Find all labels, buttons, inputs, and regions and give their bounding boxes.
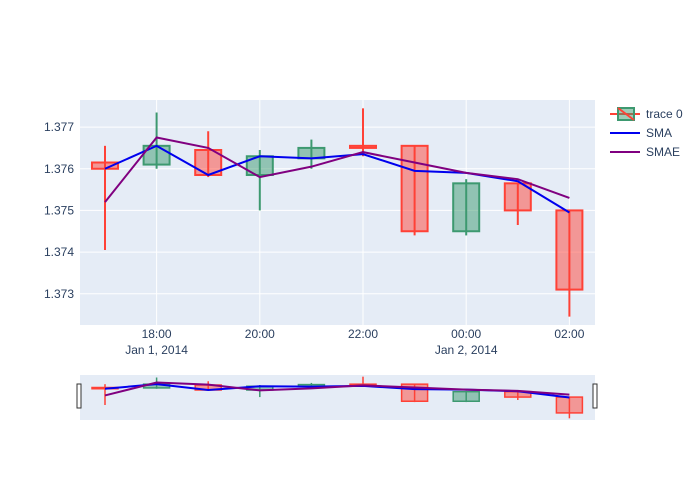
x-tick-label: 00:00 bbox=[451, 327, 481, 341]
legend-trace0-slash bbox=[617, 107, 635, 121]
candle-body bbox=[400, 144, 429, 233]
x-tick-date-label: Jan 2, 2014 bbox=[435, 343, 498, 357]
range-slider-marks bbox=[91, 376, 584, 419]
x-tick-label: 02:00 bbox=[554, 327, 584, 341]
y-axis-ticks: 1.373 1.374 1.375 1.376 1.377 bbox=[44, 120, 74, 301]
x-tick-date-label: Jan 1, 2014 bbox=[125, 343, 188, 357]
y-tick-label: 1.375 bbox=[44, 203, 74, 217]
legend-label-smae: SMAE bbox=[646, 145, 680, 159]
smae-line bbox=[104, 136, 570, 203]
candle-body bbox=[555, 209, 584, 291]
slider-smae-line bbox=[104, 381, 570, 397]
sma-line bbox=[104, 144, 570, 214]
y-tick-label: 1.377 bbox=[44, 120, 74, 134]
y-tick-label: 1.376 bbox=[44, 162, 74, 176]
slider-candle-body bbox=[452, 390, 480, 402]
candle-body bbox=[349, 144, 377, 149]
x-tick-label: 18:00 bbox=[142, 327, 172, 341]
legend[interactable]: trace 0 SMA SMAE bbox=[610, 107, 683, 159]
legend-label-sma: SMA bbox=[646, 126, 672, 140]
main-marks bbox=[91, 108, 584, 317]
x-axis-ticks: 18:00 Jan 1, 2014 20:00 22:00 00:00 Jan 2, 20… bbox=[125, 327, 584, 357]
range-slider-left-handle[interactable] bbox=[76, 383, 82, 409]
main-plot-area bbox=[80, 100, 595, 325]
x-tick-label: 22:00 bbox=[348, 327, 378, 341]
x-tick-label: 20:00 bbox=[245, 327, 275, 341]
candle-body bbox=[503, 182, 532, 212]
y-tick-label: 1.374 bbox=[44, 245, 74, 259]
slider-candle-body bbox=[555, 396, 584, 414]
candle-body bbox=[452, 182, 481, 233]
legend-label-trace0: trace 0 bbox=[646, 107, 683, 121]
y-tick-label: 1.373 bbox=[44, 287, 74, 301]
range-slider-right-handle[interactable] bbox=[592, 383, 598, 409]
